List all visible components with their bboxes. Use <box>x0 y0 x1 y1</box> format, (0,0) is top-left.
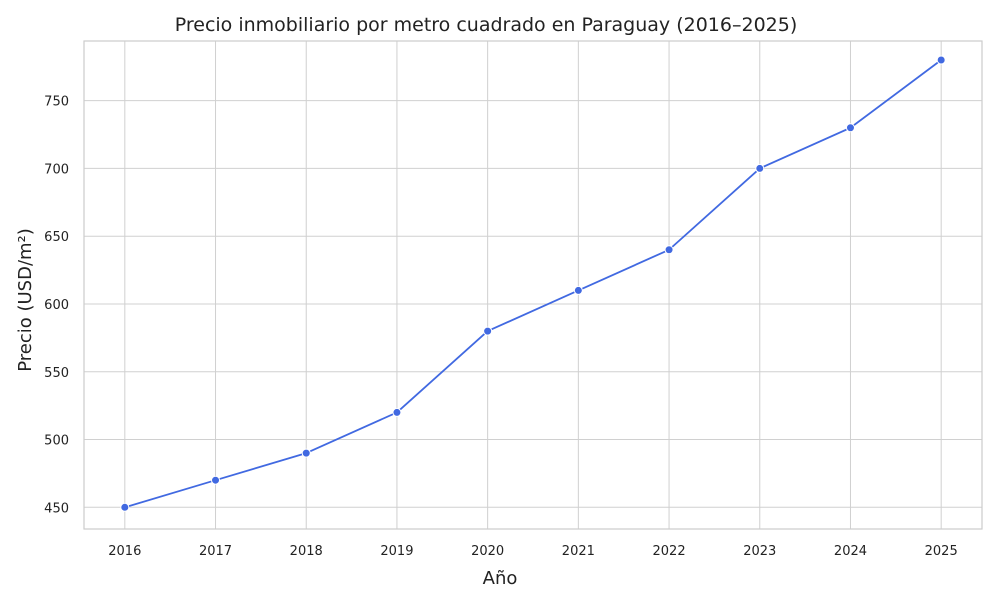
data-point <box>573 285 583 295</box>
x-tick-label: 2023 <box>743 544 776 559</box>
y-axis-label: Precio (USD/m²) <box>15 228 36 372</box>
x-tick-label: 2016 <box>108 544 141 559</box>
plot-frame <box>83 40 983 530</box>
data-point <box>301 448 311 458</box>
data-point <box>936 55 946 65</box>
series-line <box>124 59 942 509</box>
data-point <box>845 123 855 133</box>
y-axis-ticks: 450 500 550 600 650 700 750 <box>44 95 69 517</box>
series-layer <box>120 55 946 512</box>
x-tick-label: 2024 <box>834 544 867 559</box>
data-point <box>483 326 493 336</box>
y-tick-label: 650 <box>44 230 69 245</box>
data-point <box>120 502 130 512</box>
x-tick-label: 2017 <box>199 544 232 559</box>
y-tick-label: 450 <box>44 501 69 516</box>
grid <box>84 41 982 529</box>
x-tick-label: 2018 <box>290 544 323 559</box>
y-tick-label: 600 <box>44 298 69 313</box>
y-tick-label: 500 <box>44 434 69 449</box>
x-tick-label: 2020 <box>471 544 504 559</box>
y-tick-label: 750 <box>44 95 69 110</box>
chart-title: Precio inmobiliario por metro cuadrado e… <box>175 14 798 36</box>
x-tick-label: 2019 <box>380 544 413 559</box>
y-tick-label: 550 <box>44 366 69 381</box>
x-axis-label: Año <box>483 568 518 589</box>
y-tick-label: 700 <box>44 162 69 177</box>
x-tick-label: 2025 <box>925 544 958 559</box>
data-point <box>211 475 221 485</box>
data-point <box>755 163 765 173</box>
x-axis-ticks: 2016 2017 2018 2019 2020 2021 2022 2023 2024 2025 <box>108 544 957 559</box>
x-tick-label: 2021 <box>562 544 595 559</box>
data-point <box>664 245 674 255</box>
x-tick-label: 2022 <box>653 544 686 559</box>
data-point <box>392 407 402 417</box>
